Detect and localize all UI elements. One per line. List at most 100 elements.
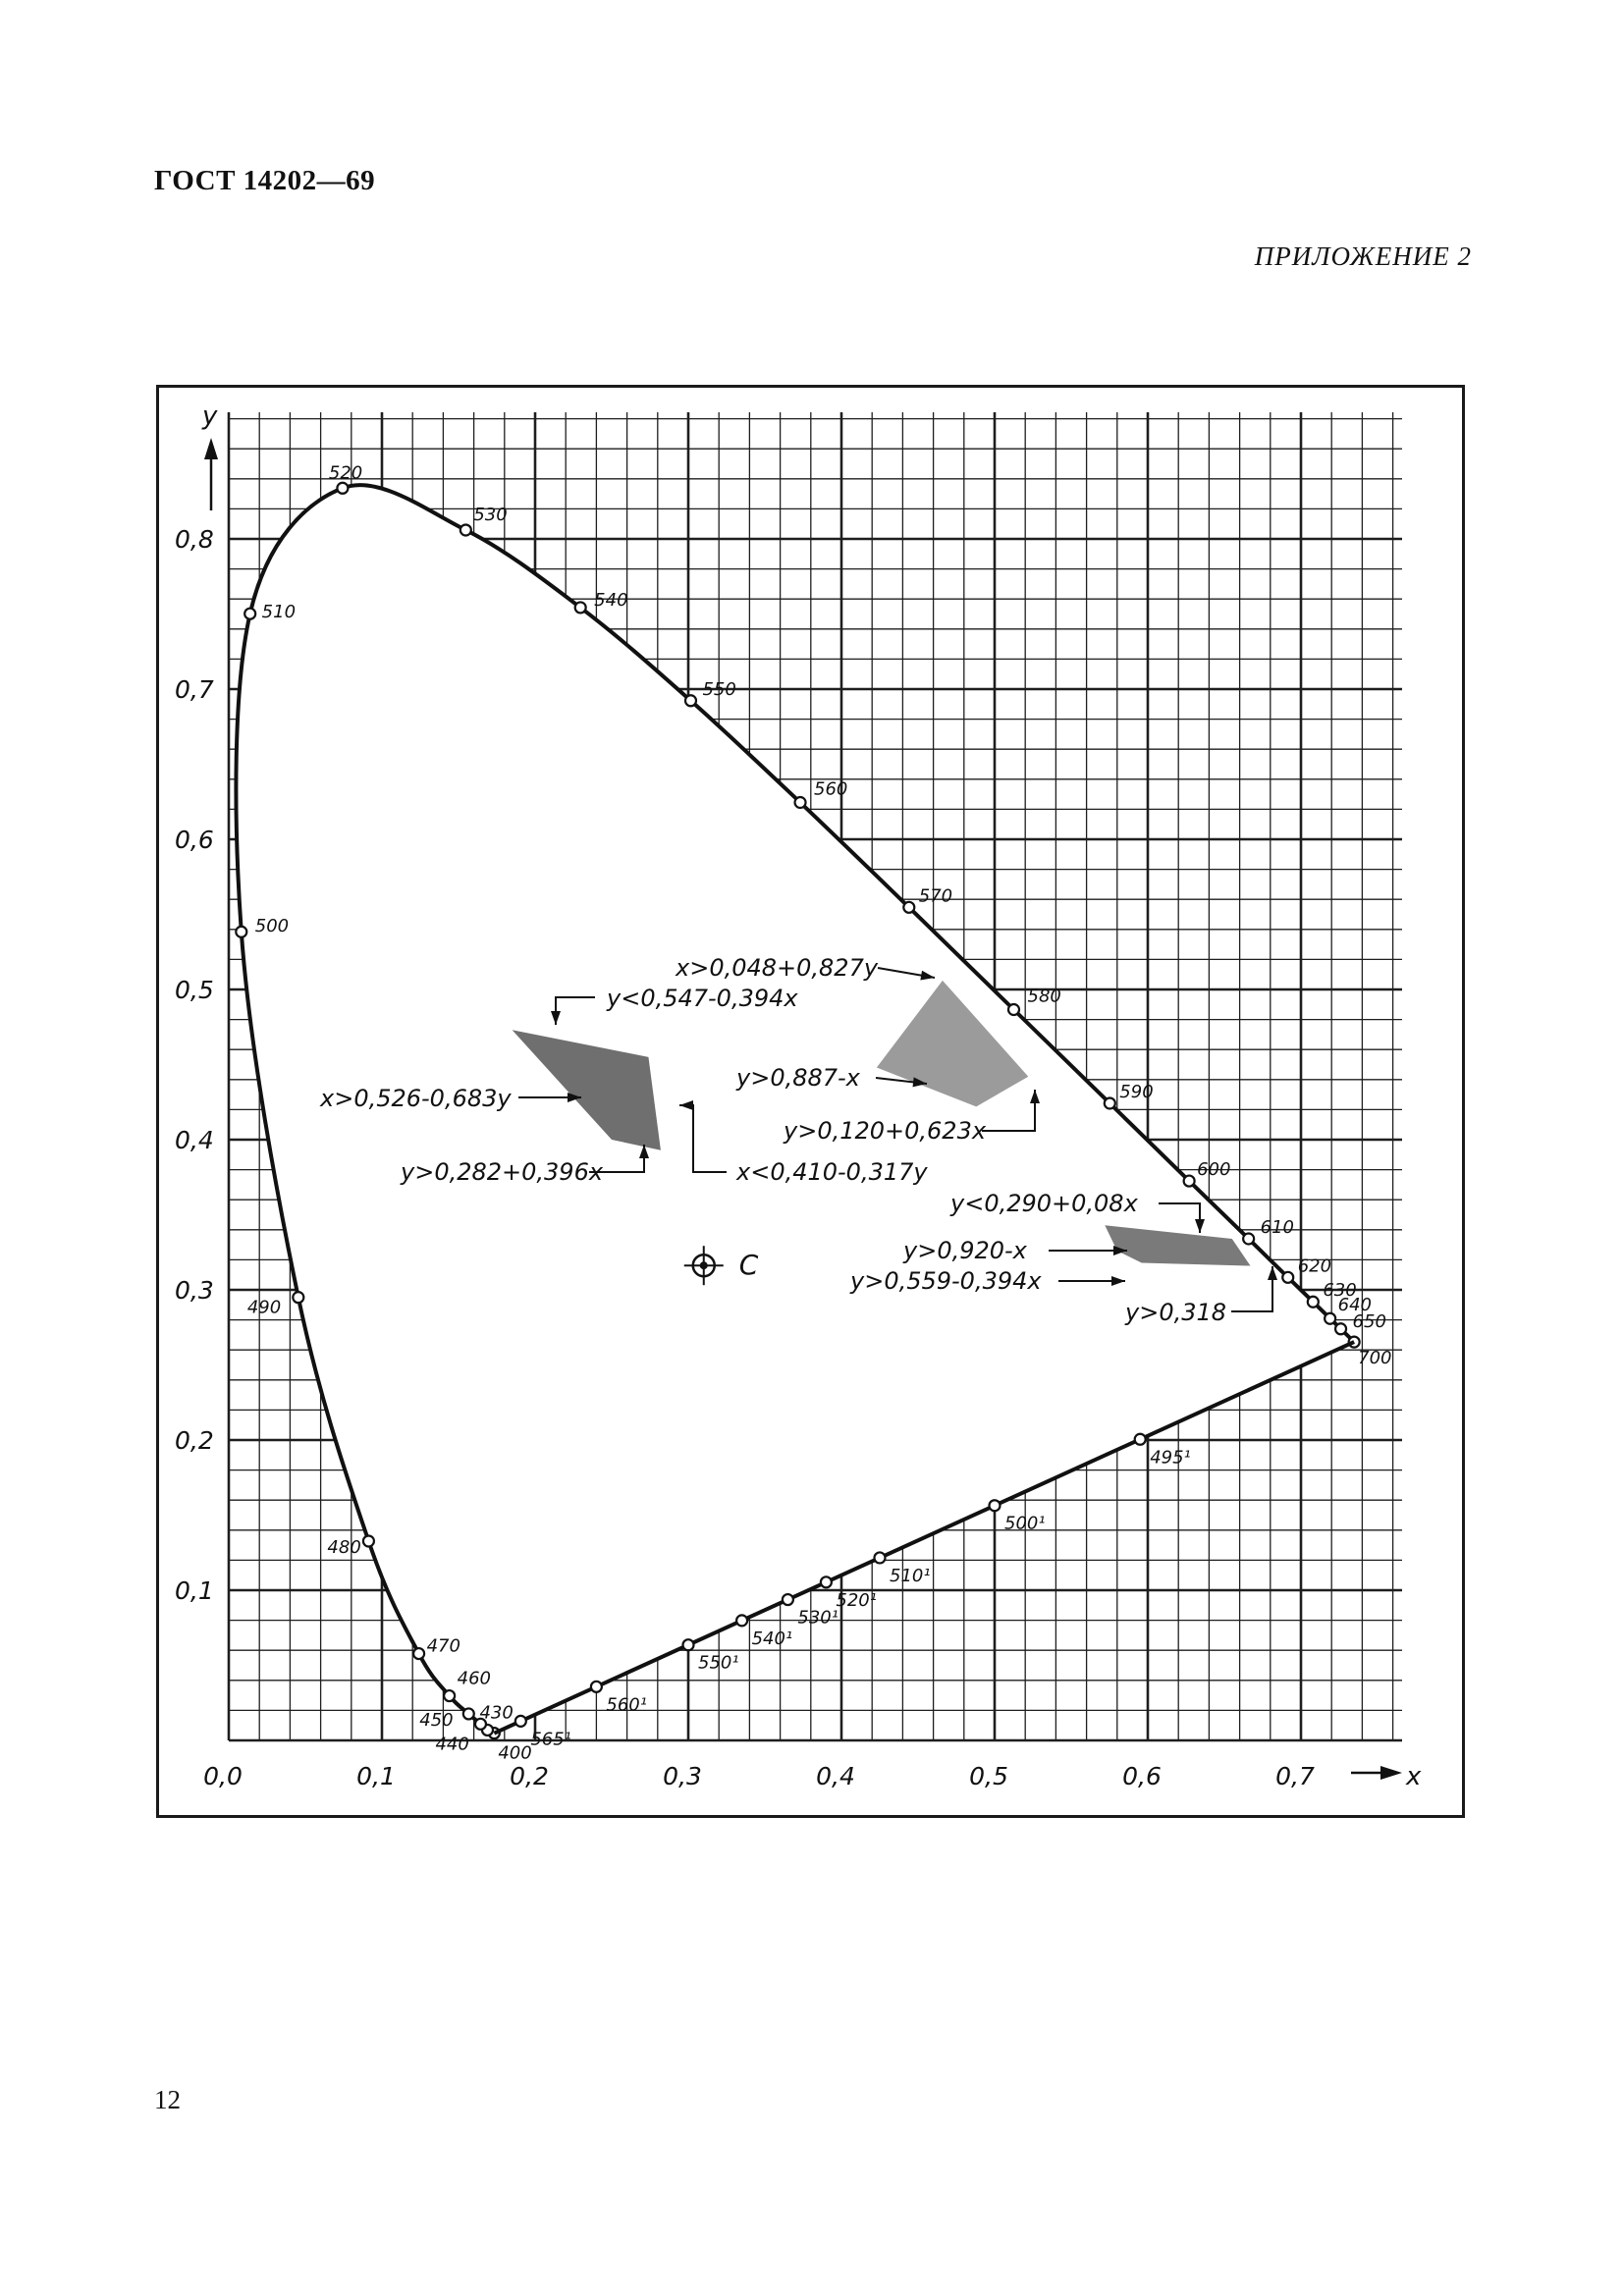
locus-point-550 [683, 694, 698, 708]
label-yellow-2-arrowhead [1030, 1090, 1040, 1103]
label-red-0-arrowhead [1195, 1219, 1205, 1233]
appendix-label: ПРИЛОЖЕНИЕ 2 [1254, 241, 1472, 271]
chart-frame [156, 385, 1465, 1818]
x-tick-label: 0,0 [203, 1762, 243, 1790]
locus-point-500 [235, 925, 248, 938]
label-green-blue-1: x>0,526-0,683y [319, 1085, 512, 1112]
locus-label-650: 650 [1353, 1311, 1386, 1332]
label-red-3-leader [1231, 1266, 1273, 1312]
locus-point-600 [1182, 1174, 1196, 1188]
locus-point-620 [1281, 1270, 1295, 1284]
x-tick-label: 0,5 [969, 1762, 1008, 1790]
color-regions [236, 485, 1355, 1734]
locus-point-460 [443, 1688, 457, 1703]
y-tick-label: 0,6 [175, 826, 214, 854]
purple-label-540¹: 540¹ [752, 1629, 793, 1649]
y-tick-label: 0,2 [175, 1426, 214, 1455]
purple-point-510¹ [873, 1551, 887, 1565]
locus-label-530: 530 [473, 505, 507, 525]
label-yellow-0-arrowhead [920, 970, 935, 981]
locus-point-530 [459, 523, 472, 537]
locus-label-400: 400 [498, 1743, 531, 1764]
purple-label-560¹: 560¹ [606, 1694, 647, 1715]
y-tick-label: 0,4 [175, 1126, 214, 1154]
locus-label-440: 440 [435, 1734, 468, 1754]
y-tick-label: 0,7 [175, 675, 214, 704]
label-green-blue-0: y<0,547-0,394x [606, 985, 798, 1012]
x-tick-label: 0,7 [1275, 1762, 1315, 1790]
x-tick-label: 0,3 [663, 1762, 702, 1790]
purple-point-530¹ [781, 1592, 795, 1607]
label-green-blue-2-arrowhead [639, 1145, 649, 1158]
locus-label-580: 580 [1028, 987, 1061, 1007]
region-red [1105, 1225, 1251, 1266]
y-tick-label: 0,3 [175, 1276, 214, 1305]
purple-point-500¹ [988, 1499, 1001, 1513]
y-axis-label: y [201, 401, 218, 431]
purple-label-530¹: 530¹ [797, 1608, 839, 1629]
label-yellow-0: x>0,048+0,827y [675, 954, 879, 982]
locus-label-470: 470 [427, 1636, 460, 1657]
locus-label-520: 520 [329, 462, 362, 483]
label-yellow-1: y>0,887-x [735, 1064, 861, 1092]
x-axis-arrowhead [1380, 1766, 1402, 1780]
locus-point-440 [473, 1717, 488, 1731]
locus-label-510: 510 [262, 602, 296, 622]
y-tick-label: 0,5 [175, 976, 214, 1004]
purple-point-550¹ [681, 1638, 695, 1652]
locus-label-590: 590 [1119, 1082, 1153, 1102]
purple-label-550¹: 550¹ [698, 1653, 739, 1674]
locus-point-560 [793, 795, 807, 810]
region-annotations: Cy<0,547-0,394x x>0,526-0,683y y>0,282+0,3… [319, 954, 1277, 1326]
locus-label-570: 570 [919, 885, 952, 906]
purple-label-520¹: 520¹ [836, 1590, 877, 1611]
locus-point-590 [1103, 1096, 1116, 1110]
x-tick-label: 0,4 [816, 1762, 855, 1790]
locus-point-650 [1333, 1322, 1348, 1336]
purple-point-495¹ [1133, 1432, 1147, 1446]
locus-label-620: 620 [1298, 1255, 1331, 1276]
locus-label-560: 560 [814, 779, 847, 800]
document-header: ГОСТ 14202—69 [154, 165, 376, 196]
locus-label-610: 610 [1261, 1217, 1294, 1238]
axes: 0,0 0,1 0,2 0,3 0,4 0,5 0,6 0,7 0,1 0,2 0,3 0,4 0,5 0… [175, 401, 1422, 1791]
purple-line-segment [493, 1340, 1355, 1735]
locus-label-450: 450 [419, 1710, 453, 1731]
region-yellow [876, 980, 1029, 1107]
label-green-blue-0-arrowhead [551, 1011, 561, 1025]
x-axis-label: x [1405, 1762, 1422, 1791]
locus-point-470 [411, 1646, 426, 1661]
locus-label-640: 640 [1338, 1295, 1372, 1315]
locus-point-580 [1006, 1002, 1021, 1017]
purple-point-560¹ [589, 1680, 604, 1693]
locus-label-460: 460 [458, 1669, 491, 1689]
locus-label-430: 430 [479, 1702, 513, 1723]
locus-point-540 [573, 601, 587, 614]
purple-label-495¹: 495¹ [1150, 1447, 1191, 1468]
label-green-blue-3: x<0,410-0,317y [735, 1158, 928, 1186]
locus-point-630 [1306, 1295, 1320, 1308]
label-red-1: y>0,920-x [902, 1237, 1028, 1264]
label-yellow-1-arrowhead [912, 1077, 927, 1088]
label-red-3: y>0,318 [1124, 1299, 1226, 1326]
page-number: 12 [154, 2085, 181, 2114]
locus-point-520 [336, 481, 350, 495]
white-point-label: C [739, 1249, 759, 1281]
label-red-2: y>0,559-0,394x [849, 1267, 1042, 1295]
label-yellow-2: y>0,120+0,623x [783, 1117, 987, 1145]
label-red-1-arrowhead [1113, 1246, 1127, 1255]
purple-point-520¹ [819, 1575, 834, 1589]
x-tick-label: 0,1 [356, 1762, 396, 1790]
x-tick-label: 0,2 [510, 1762, 549, 1790]
label-red-3-arrowhead [1268, 1266, 1277, 1280]
locus-label-700: 700 [1358, 1348, 1391, 1368]
label-green-blue-3-arrowhead [679, 1100, 693, 1110]
locus-point-570 [902, 900, 916, 914]
purple-label-510¹: 510¹ [890, 1566, 931, 1586]
locus-point-490 [292, 1291, 305, 1305]
locus-point-640 [1324, 1311, 1337, 1325]
label-red-2-arrowhead [1111, 1276, 1125, 1286]
locus-point-610 [1242, 1232, 1256, 1246]
